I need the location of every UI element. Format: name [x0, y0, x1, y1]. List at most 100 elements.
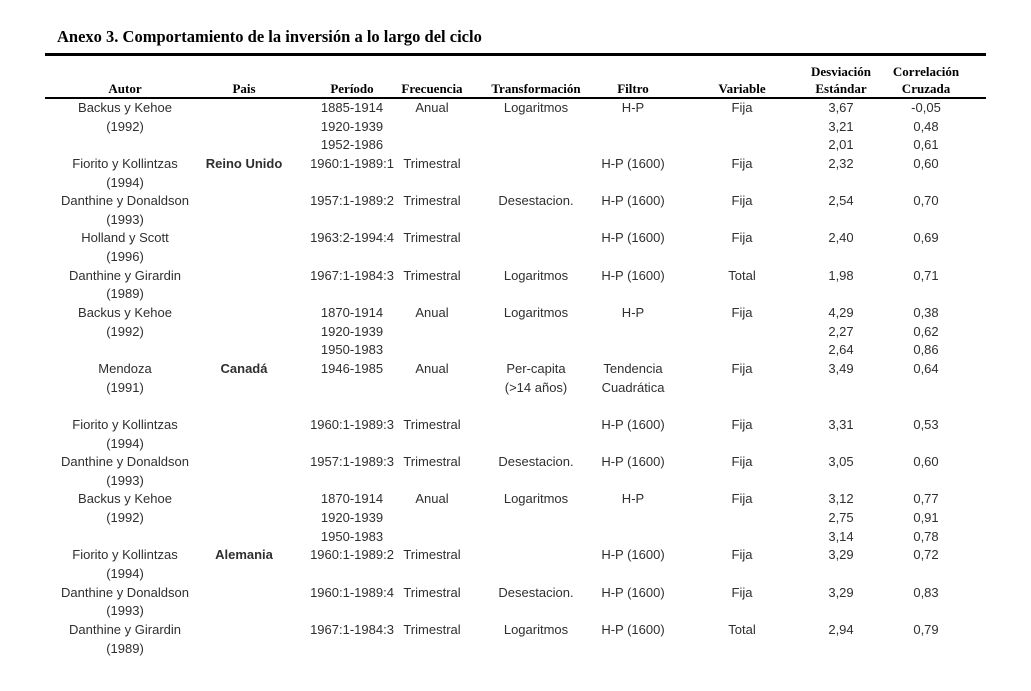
cell-correlacion_cruzada: 0,48: [913, 118, 939, 134]
table-row: 1952-1986 2,01 0,61: [45, 136, 986, 155]
annex-title: Anexo 3. Comportamiento de la inversión …: [57, 27, 482, 46]
cell-pais: Alemania: [215, 547, 273, 563]
table-row: (1996): [45, 248, 986, 267]
table-row: (1994): [45, 565, 986, 584]
cell-variable: Total: [728, 267, 756, 283]
cell-autor: Danthine y Donaldson: [61, 193, 189, 209]
column-header-frecuencia: Frecuencia: [401, 81, 463, 96]
cell-correlacion_cruzada: 0,62: [913, 323, 939, 339]
table-row: (1994): [45, 435, 986, 454]
table-row: Danthine y Donaldson 1957:1-1989:3 Trimest…: [45, 453, 986, 472]
cell-desviacion_estandar: 3,67: [828, 100, 854, 115]
cell-periodo: 1950-1983: [320, 528, 384, 544]
cell-correlacion_cruzada: 0,64: [913, 360, 939, 376]
table-row: (1992) 1920-1939 2,75 0,91: [45, 509, 986, 528]
cell-transformacion: Per-capita: [506, 360, 566, 376]
cell-filtro: H-P: [621, 305, 645, 321]
cell-periodo: 1960:1-1989:4: [310, 584, 394, 600]
column-header-variable: Variable: [718, 81, 766, 96]
cell-desviacion_estandar: 2,32: [828, 155, 854, 171]
cell-desviacion_estandar: 3,21: [828, 118, 854, 134]
cell-periodo: 1952-1986: [320, 137, 384, 153]
cell-periodo: 1960:1-1989:2: [310, 547, 394, 563]
cell-filtro: Tendencia: [603, 360, 663, 376]
column-header-desviacion-line1: Desviación: [811, 64, 871, 79]
cell-transformacion: Desestacion.: [498, 584, 574, 600]
cell-correlacion_cruzada: 0,72: [913, 547, 939, 563]
cell-correlacion_cruzada: 0,61: [913, 137, 939, 153]
table-row: (1993): [45, 602, 986, 621]
column-header-correlacion-line2: Cruzada: [901, 81, 951, 96]
cell-desviacion_estandar: 2,64: [828, 342, 854, 358]
cell-filtro: H-P: [621, 491, 645, 507]
cell-autor: (1992): [106, 118, 144, 134]
cell-desviacion_estandar: 3,12: [828, 491, 854, 507]
cell-periodo: 1963:2-1994:4: [310, 230, 394, 246]
cell-correlacion_cruzada: 0,69: [913, 230, 939, 246]
cell-filtro: H-P (1600): [601, 416, 665, 432]
cell-filtro: H-P (1600): [601, 155, 665, 171]
cell-filtro: H-P: [621, 100, 645, 115]
cell-variable: Fija: [731, 491, 753, 507]
cell-filtro: H-P (1600): [601, 193, 665, 209]
cell-frecuencia: Trimestral: [403, 547, 461, 563]
cell-autor: Danthine y Girardin: [69, 267, 181, 283]
cell-autor: (1993): [106, 211, 144, 227]
cell-periodo: 1920-1939: [320, 118, 384, 134]
table-row: Mendoza Canadá 1946-1985 Anual Per-capita Ten…: [45, 360, 986, 379]
cell-variable: Total: [728, 621, 756, 637]
cell-transformacion: Desestacion.: [498, 193, 574, 209]
cell-transformacion: Logaritmos: [503, 100, 569, 115]
cell-variable: Fija: [731, 193, 753, 209]
table-row: Holland y Scott 1963:2-1994:4 Trimestral H-…: [45, 229, 986, 248]
cell-pais: Reino Unido: [205, 155, 283, 171]
table-row: (1994): [45, 174, 986, 193]
cell-periodo: 1870-1914: [320, 491, 384, 507]
table-row: 1950-1983 3,14 0,78: [45, 528, 986, 547]
cell-desviacion_estandar: 2,75: [828, 510, 854, 526]
cell-correlacion_cruzada: 0,78: [913, 528, 939, 544]
cell-correlacion_cruzada: 0,91: [913, 510, 939, 526]
column-header-periodo: Período: [330, 81, 374, 96]
cell-autor: (1993): [106, 472, 144, 488]
cell-autor: Holland y Scott: [81, 230, 169, 246]
table-header-row-bottom: Autor Pais Período Frecuencia Transforma…: [45, 80, 986, 97]
table-row: (1992) 1920-1939 2,27 0,62: [45, 323, 986, 342]
cell-correlacion_cruzada: 0,71: [913, 267, 939, 283]
cell-correlacion_cruzada: 0,83: [913, 584, 939, 600]
table-row: [45, 397, 986, 416]
table-row: 1950-1983 2,64 0,86: [45, 341, 986, 360]
table-row: Backus y Kehoe 1885-1914 Anual Logaritmos H-…: [45, 99, 986, 118]
cell-periodo: 1960:1-1989:1: [310, 155, 394, 171]
cell-desviacion_estandar: 2,54: [828, 193, 854, 209]
cell-correlacion_cruzada: 0,77: [913, 491, 939, 507]
cell-autor: (1996): [106, 249, 144, 265]
cell-correlacion_cruzada: 0,79: [913, 621, 939, 637]
cell-filtro: H-P (1600): [601, 584, 665, 600]
cell-transformacion: Logaritmos: [503, 491, 569, 507]
cell-correlacion_cruzada: 0,86: [913, 342, 939, 358]
cell-autor: Fiorito y Kollintzas: [72, 155, 178, 171]
cycle-investment-table-body: Backus y Kehoe 1885-1914 Anual Logaritmos H-…: [45, 99, 986, 658]
cell-variable: Fija: [731, 454, 753, 470]
cell-desviacion_estandar: 3,29: [828, 584, 854, 600]
cell-desviacion_estandar: 2,94: [828, 621, 854, 637]
cell-periodo: 1950-1983: [320, 342, 384, 358]
cell-frecuencia: Anual: [415, 360, 449, 376]
cell-autor: (1993): [106, 603, 144, 619]
cell-desviacion_estandar: 3,05: [828, 454, 854, 470]
cell-autor: Danthine y Girardin: [69, 621, 181, 637]
cell-desviacion_estandar: 2,40: [828, 230, 854, 246]
cell-autor: Fiorito y Kollintzas: [72, 547, 178, 563]
table-row: (1993): [45, 472, 986, 491]
cell-frecuencia: Trimestral: [403, 621, 461, 637]
cell-transformacion: Desestacion.: [498, 454, 574, 470]
table-row: Backus y Kehoe 1870-1914 Anual Logaritmos H-…: [45, 490, 986, 509]
cell-frecuencia: Trimestral: [403, 155, 461, 171]
cell-desviacion_estandar: 3,49: [828, 360, 854, 376]
cell-autor: Danthine y Donaldson: [61, 584, 189, 600]
cell-filtro: H-P (1600): [601, 454, 665, 470]
cell-variable: Fija: [731, 100, 753, 115]
table-row: Danthine y Girardin 1967:1-1984:3 Trimestr…: [45, 267, 986, 286]
